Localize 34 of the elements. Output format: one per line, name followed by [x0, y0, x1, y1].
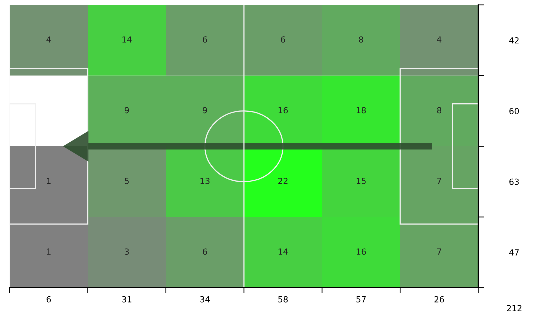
data-label: 7: [437, 248, 442, 255]
data-label: 6: [203, 36, 208, 43]
data-label: 9: [124, 107, 130, 114]
x-tick-label: 58: [278, 296, 288, 303]
y2-tick-label: 47: [509, 250, 519, 256]
text: 212: [507, 305, 522, 312]
data-label: 6: [203, 248, 208, 256]
data-label: 16: [356, 248, 366, 256]
data-label: 6: [281, 36, 286, 43]
data-label: 14: [122, 36, 132, 43]
x-tick-label: 31: [122, 296, 132, 303]
data-label: 8: [437, 107, 442, 114]
x-tick-label: 57: [356, 296, 366, 303]
data-label: 18: [356, 107, 366, 114]
data-label: 1: [47, 178, 51, 184]
data-label: 14: [278, 248, 288, 255]
x-tick-label: 6: [46, 296, 52, 303]
data-label: 22: [278, 178, 288, 184]
y2-tick-label: 42: [509, 37, 519, 44]
data-label: 13: [200, 178, 210, 184]
y2-tick-label: 63: [510, 178, 519, 186]
data-label: 5: [125, 178, 129, 184]
data-label: 3: [125, 248, 130, 256]
data-label: 16: [278, 107, 288, 114]
data-label: 4: [437, 36, 442, 43]
data-label: 9: [203, 107, 208, 114]
data-label: 7: [437, 178, 442, 184]
x-tick-label: 26: [434, 296, 444, 303]
data-label: 4: [46, 36, 52, 43]
data-label: 15: [356, 178, 366, 184]
data-label: 8: [359, 36, 364, 43]
x-tick-label: 34: [200, 296, 210, 303]
data-label: 1: [47, 248, 51, 255]
y2-tick-label: 60: [510, 108, 520, 114]
